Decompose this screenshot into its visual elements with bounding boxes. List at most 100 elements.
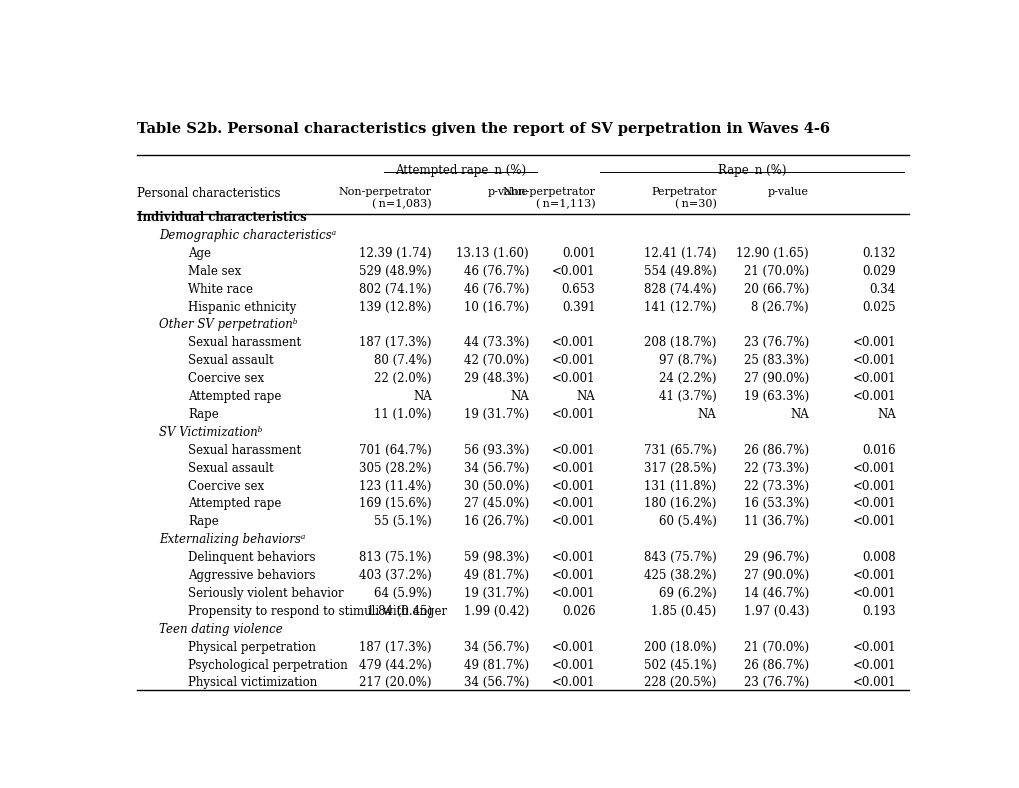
Text: 11 (36.7%): 11 (36.7%) <box>743 515 808 528</box>
Text: Aggressive behaviors: Aggressive behaviors <box>189 569 316 582</box>
Text: 49 (81.7%): 49 (81.7%) <box>464 659 529 671</box>
Text: <0.001: <0.001 <box>852 659 895 671</box>
Text: 55 (5.1%): 55 (5.1%) <box>374 515 431 528</box>
Text: Personal characteristics: Personal characteristics <box>137 187 280 200</box>
Text: 529 (48.9%): 529 (48.9%) <box>359 265 431 277</box>
Text: 502 (45.1%): 502 (45.1%) <box>643 659 715 671</box>
Text: <0.001: <0.001 <box>551 497 595 511</box>
Text: Teen dating violence: Teen dating violence <box>159 623 282 636</box>
Text: Hispanic ethnicity: Hispanic ethnicity <box>189 300 297 314</box>
Text: <0.001: <0.001 <box>551 336 595 349</box>
Text: Propensity to respond to stimuli with anger: Propensity to respond to stimuli with an… <box>189 605 447 618</box>
Text: Sexual assault: Sexual assault <box>189 355 274 367</box>
Text: <0.001: <0.001 <box>551 355 595 367</box>
Text: 97 (8.7%): 97 (8.7%) <box>658 355 715 367</box>
Text: Non-perpetrator
( n=1,083): Non-perpetrator ( n=1,083) <box>338 187 431 210</box>
Text: <0.001: <0.001 <box>852 497 895 511</box>
Text: 56 (93.3%): 56 (93.3%) <box>464 444 529 457</box>
Text: 1.99 (0.42): 1.99 (0.42) <box>464 605 529 618</box>
Text: 0.029: 0.029 <box>861 265 895 277</box>
Text: 200 (18.0%): 200 (18.0%) <box>643 641 715 653</box>
Text: 27 (90.0%): 27 (90.0%) <box>743 372 808 385</box>
Text: 1.84 (0.45): 1.84 (0.45) <box>366 605 431 618</box>
Text: 425 (38.2%): 425 (38.2%) <box>643 569 715 582</box>
Text: <0.001: <0.001 <box>852 641 895 653</box>
Text: White race: White race <box>189 283 253 296</box>
Text: NA: NA <box>790 408 808 421</box>
Text: Externalizing behaviorsᵃ: Externalizing behaviorsᵃ <box>159 533 305 546</box>
Text: 69 (6.2%): 69 (6.2%) <box>658 587 715 600</box>
Text: 26 (86.7%): 26 (86.7%) <box>743 444 808 457</box>
Text: 843 (75.7%): 843 (75.7%) <box>643 551 715 564</box>
Text: p-value: p-value <box>767 187 808 197</box>
Text: Attempted rape: Attempted rape <box>189 497 281 511</box>
Text: 317 (28.5%): 317 (28.5%) <box>643 462 715 474</box>
Text: Demographic characteristicsᵃ: Demographic characteristicsᵃ <box>159 229 336 242</box>
Text: <0.001: <0.001 <box>551 659 595 671</box>
Text: 0.026: 0.026 <box>561 605 595 618</box>
Text: <0.001: <0.001 <box>852 569 895 582</box>
Text: 208 (18.7%): 208 (18.7%) <box>643 336 715 349</box>
Text: Attempted rape: Attempted rape <box>189 390 281 403</box>
Text: 20 (66.7%): 20 (66.7%) <box>743 283 808 296</box>
Text: 802 (74.1%): 802 (74.1%) <box>359 283 431 296</box>
Text: 34 (56.7%): 34 (56.7%) <box>464 462 529 474</box>
Text: 305 (28.2%): 305 (28.2%) <box>359 462 431 474</box>
Text: 123 (11.4%): 123 (11.4%) <box>359 480 431 492</box>
Text: 24 (2.2%): 24 (2.2%) <box>658 372 715 385</box>
Text: 139 (12.8%): 139 (12.8%) <box>359 300 431 314</box>
Text: NA: NA <box>876 408 895 421</box>
Text: 19 (31.7%): 19 (31.7%) <box>464 408 529 421</box>
Text: 0.001: 0.001 <box>561 247 595 260</box>
Text: 49 (81.7%): 49 (81.7%) <box>464 569 529 582</box>
Text: <0.001: <0.001 <box>551 676 595 690</box>
Text: Psychological perpetration: Psychological perpetration <box>189 659 347 671</box>
Text: 11 (1.0%): 11 (1.0%) <box>374 408 431 421</box>
Text: 13.13 (1.60): 13.13 (1.60) <box>455 247 529 260</box>
Text: 828 (74.4%): 828 (74.4%) <box>643 283 715 296</box>
Text: <0.001: <0.001 <box>551 265 595 277</box>
Text: 25 (83.3%): 25 (83.3%) <box>743 355 808 367</box>
Text: 64 (5.9%): 64 (5.9%) <box>374 587 431 600</box>
Text: 41 (3.7%): 41 (3.7%) <box>658 390 715 403</box>
Text: 27 (90.0%): 27 (90.0%) <box>743 569 808 582</box>
Text: Coercive sex: Coercive sex <box>189 480 264 492</box>
Text: <0.001: <0.001 <box>852 336 895 349</box>
Text: <0.001: <0.001 <box>551 569 595 582</box>
Text: 21 (70.0%): 21 (70.0%) <box>743 641 808 653</box>
Text: 59 (98.3%): 59 (98.3%) <box>464 551 529 564</box>
Text: 403 (37.2%): 403 (37.2%) <box>359 569 431 582</box>
Text: 30 (50.0%): 30 (50.0%) <box>464 480 529 492</box>
Text: <0.001: <0.001 <box>551 587 595 600</box>
Text: Rape  n (%): Rape n (%) <box>717 165 786 177</box>
Text: Seriously violent behavior: Seriously violent behavior <box>189 587 343 600</box>
Text: NA: NA <box>576 390 595 403</box>
Text: 22 (2.0%): 22 (2.0%) <box>374 372 431 385</box>
Text: NA: NA <box>413 390 431 403</box>
Text: Physical victimization: Physical victimization <box>189 676 317 690</box>
Text: <0.001: <0.001 <box>551 462 595 474</box>
Text: 26 (86.7%): 26 (86.7%) <box>743 659 808 671</box>
Text: Age: Age <box>189 247 211 260</box>
Text: 34 (56.7%): 34 (56.7%) <box>464 641 529 653</box>
Text: NA: NA <box>697 408 715 421</box>
Text: 0.653: 0.653 <box>561 283 595 296</box>
Text: Individual characteristics: Individual characteristics <box>137 211 307 224</box>
Text: <0.001: <0.001 <box>852 462 895 474</box>
Text: <0.001: <0.001 <box>852 676 895 690</box>
Text: 42 (70.0%): 42 (70.0%) <box>464 355 529 367</box>
Text: 0.391: 0.391 <box>561 300 595 314</box>
Text: 21 (70.0%): 21 (70.0%) <box>743 265 808 277</box>
Text: 16 (53.3%): 16 (53.3%) <box>743 497 808 511</box>
Text: <0.001: <0.001 <box>852 587 895 600</box>
Text: 19 (63.3%): 19 (63.3%) <box>743 390 808 403</box>
Text: 217 (20.0%): 217 (20.0%) <box>359 676 431 690</box>
Text: 131 (11.8%): 131 (11.8%) <box>644 480 715 492</box>
Text: 187 (17.3%): 187 (17.3%) <box>359 336 431 349</box>
Text: <0.001: <0.001 <box>852 480 895 492</box>
Text: 29 (48.3%): 29 (48.3%) <box>464 372 529 385</box>
Text: 813 (75.1%): 813 (75.1%) <box>359 551 431 564</box>
Text: 22 (73.3%): 22 (73.3%) <box>743 462 808 474</box>
Text: Male sex: Male sex <box>189 265 242 277</box>
Text: Non-perpetrator
( n=1,113): Non-perpetrator ( n=1,113) <box>502 187 595 210</box>
